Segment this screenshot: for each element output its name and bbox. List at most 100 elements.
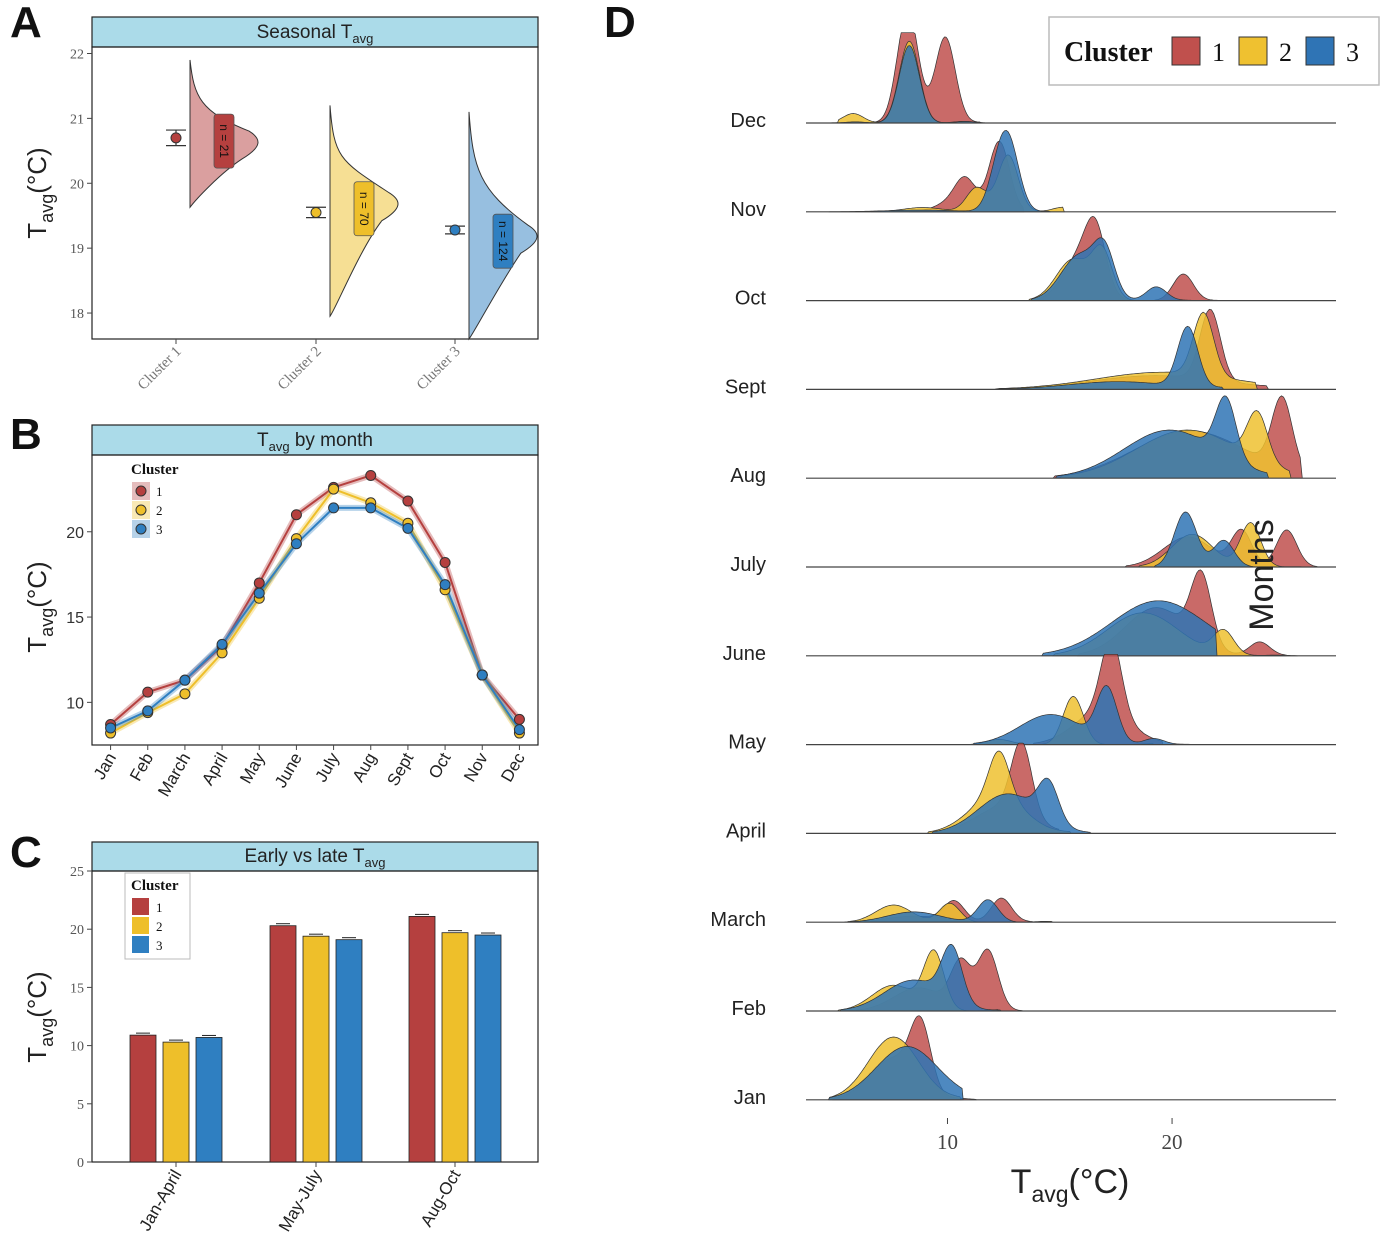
cluster-3-n-label: n = 124 <box>496 221 510 262</box>
x-tick-label: March <box>154 750 194 800</box>
panel-b-legend: Cluster 1 2 3 <box>131 462 179 538</box>
bar-Jan-April-cluster-2 <box>162 1041 190 1163</box>
legend-label-2: 2 <box>1279 38 1292 67</box>
series-1-point <box>253 577 265 589</box>
ridge-Nov-cluster-3 <box>828 130 1051 213</box>
x-tick-label: 20 <box>1162 1130 1183 1154</box>
bar-May-July-cluster-2 <box>302 935 330 1163</box>
panel-b-title: Tavg by month <box>257 430 373 454</box>
series-1-point <box>365 469 377 481</box>
panel-c-legend-title: Cluster <box>131 878 179 894</box>
month-label-Aug: Aug <box>730 465 766 487</box>
bar-Aug-Oct-cluster-2 <box>441 932 469 1163</box>
x-tick-label: 10 <box>937 1130 958 1154</box>
month-label-July: July <box>730 554 766 576</box>
legend-label-2: 2 <box>156 919 163 934</box>
legend-label-1: 1 <box>156 484 163 499</box>
series-3-point <box>253 587 265 599</box>
y-tick-label: 5 <box>77 1098 84 1113</box>
n-label-box <box>353 181 375 237</box>
x-tick-label: Cluster 2 <box>275 344 325 394</box>
panel-a-y-label: Tavg(°C) <box>22 147 57 238</box>
series-1-point <box>402 495 414 507</box>
series-3-point <box>290 538 302 550</box>
y-tick-label: 19 <box>70 242 84 257</box>
panel-a-title: Seasonal Tavg <box>257 22 374 46</box>
panel-d-chart: Dec Nov Oct Sept Aug July June May April March Feb… <box>710 16 1380 1207</box>
legend-label-3: 3 <box>156 522 163 537</box>
panel-c-title: Early vs late Tavg <box>245 846 386 870</box>
ridge-Jan: Jan <box>734 1015 1336 1109</box>
ridge-Jan-cluster-3 <box>828 1046 964 1101</box>
month-label-Feb: Feb <box>732 998 766 1020</box>
series-3-line <box>110 506 521 731</box>
bar-Aug-Oct-cluster-1 <box>408 915 436 1163</box>
panel-b-legend-title: Cluster <box>131 462 179 478</box>
n-label-box <box>492 213 514 269</box>
panel-b-marks <box>105 469 525 739</box>
y-tick-label: 15 <box>66 610 84 627</box>
panel-d-y-label: Months <box>1243 519 1281 631</box>
series-2-line <box>110 488 521 734</box>
series-3-point <box>365 502 377 514</box>
ridge-Oct: Oct <box>735 216 1336 310</box>
month-label-Oct: Oct <box>735 288 767 310</box>
ridge-June-cluster-3 <box>1041 600 1218 657</box>
y-tick-label: 22 <box>70 47 84 62</box>
month-label-May: May <box>728 732 766 754</box>
series-3-point <box>328 502 340 514</box>
ridge-March: March <box>710 897 1336 931</box>
month-label-April: April <box>726 820 766 842</box>
series-3-point <box>439 579 451 591</box>
panel-label-d: D <box>604 0 636 47</box>
legend-label-2: 2 <box>156 503 163 518</box>
ridge-Sept-cluster-3 <box>994 325 1225 390</box>
legend-swatch-1 <box>1171 36 1201 66</box>
y-tick-label: 20 <box>70 177 84 192</box>
cluster-2-n-label: n = 70 <box>357 192 371 226</box>
y-tick-label: 18 <box>70 307 84 322</box>
x-tick-label: Nov <box>460 749 492 785</box>
legend-label-1: 1 <box>156 900 163 915</box>
bar-Jan-April-cluster-3 <box>195 1037 223 1163</box>
series-3-point <box>179 674 191 686</box>
month-label-March: March <box>710 909 766 931</box>
bar-Jan-April-cluster-1 <box>129 1034 157 1163</box>
x-tick-label: April <box>198 750 231 789</box>
series-1-point <box>142 686 154 698</box>
series-1-line <box>109 474 521 726</box>
legend-swatch-1 <box>132 898 149 915</box>
ridge-July: July <box>730 511 1336 576</box>
x-tick-label: Sept <box>383 749 417 789</box>
panel-d-legend-items: 1 2 3 <box>1171 36 1359 67</box>
x-tick-label: Aug-Oct <box>417 1166 465 1230</box>
ridge-Oct-cluster-3 <box>1030 237 1193 301</box>
x-tick-label: Cluster 3 <box>414 344 464 394</box>
cluster-1-mean-point <box>170 132 182 144</box>
x-tick-label: Jan-April <box>135 1167 185 1235</box>
panel-d-legend-title: Cluster <box>1064 37 1153 68</box>
month-label-June: June <box>723 643 766 665</box>
ridge-Nov: Nov <box>730 130 1336 221</box>
x-tick-label: May <box>236 749 269 787</box>
series-2-point <box>179 688 191 700</box>
panel-a-strip <box>91 16 539 48</box>
month-label-Dec: Dec <box>730 110 766 132</box>
panel-a-plot-frame <box>91 46 539 340</box>
legend-swatch-3 <box>132 936 149 953</box>
cluster-3-mean-point <box>449 224 461 236</box>
panel-b-plot-frame <box>91 454 539 746</box>
bar-May-July-cluster-3 <box>335 939 363 1163</box>
panel-label-c: C <box>10 828 42 877</box>
ridge-Feb-cluster-3 <box>839 944 1003 1012</box>
series-2-point <box>328 483 340 495</box>
x-tick-label: June <box>271 750 306 791</box>
series-3-point <box>105 722 117 734</box>
cluster-1-n-label: n = 21 <box>217 124 231 158</box>
ridge-Dec: Dec <box>730 32 1336 132</box>
y-tick-label: 10 <box>66 695 84 712</box>
ridge-April: April <box>726 742 1336 842</box>
